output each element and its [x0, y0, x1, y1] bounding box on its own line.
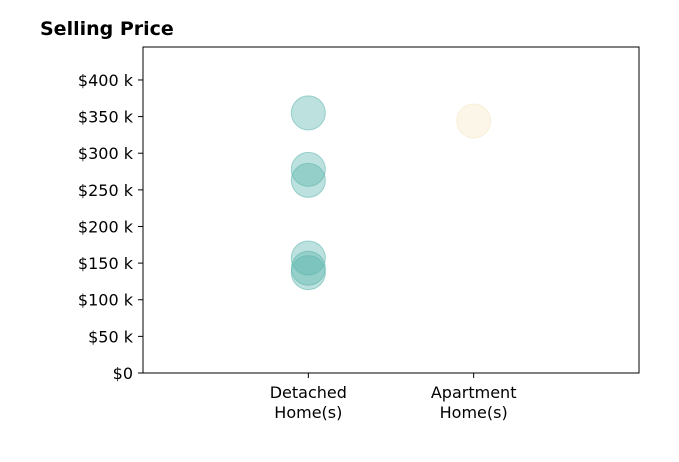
y-tick-label: $300 k: [78, 144, 134, 163]
chart-title: Selling Price: [40, 18, 174, 40]
x-tick-label-line: Home(s): [274, 403, 342, 422]
plot-frame: [142, 46, 640, 374]
x-axis: Detached Home(s)Apartment Home(s): [270, 373, 517, 422]
data-point: [290, 151, 326, 187]
x-tick-label: Apartment Home(s): [431, 383, 517, 422]
y-tick-label: $400 k: [78, 71, 134, 90]
data-point: [290, 250, 326, 286]
y-tick-label: $250 k: [78, 181, 134, 200]
x-tick-label-line: Apartment: [431, 383, 517, 402]
x-tick-label: Detached Home(s): [270, 383, 347, 422]
data-point: [290, 162, 326, 198]
data-point: [290, 95, 326, 131]
data-points: [290, 95, 492, 291]
data-point: [290, 240, 326, 276]
x-tick-label-line: Home(s): [440, 403, 508, 422]
y-tick-label: $150 k: [78, 254, 134, 273]
y-tick-label: $0: [113, 364, 133, 383]
y-tick-label: $100 k: [78, 291, 134, 310]
y-axis: $0 $50 k $100 k $150 k $200 k $250 k $300 k $35…: [78, 71, 143, 383]
y-tick-label: $350 k: [78, 108, 134, 127]
data-point: [290, 255, 326, 291]
data-point: [456, 103, 492, 139]
y-tick-label: $50 k: [88, 327, 134, 346]
y-tick-label: $200 k: [78, 217, 134, 236]
x-tick-label-line: Detached: [270, 383, 347, 402]
